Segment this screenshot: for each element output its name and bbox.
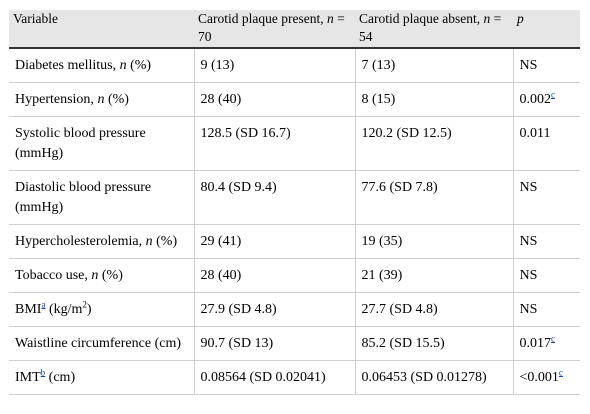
header-variable: Variable [9, 10, 194, 49]
row-label: Systolic blood pressure (mmHg) [9, 116, 195, 171]
table-row: Tobacco use, n (%) 28 (40) 21 (39) NS [9, 258, 580, 293]
footnote-a-link[interactable]: a [41, 299, 46, 310]
header-plaque-present: Carotid plaque present, n = 70 [194, 10, 355, 49]
cell-present: 90.7 (SD 13) [194, 326, 356, 361]
cell-p: 0.011 [513, 116, 580, 171]
table-row: Systolic blood pressure (mmHg) 128.5 (SD… [9, 116, 580, 171]
row-label: IMTb (cm) [9, 360, 195, 395]
cell-present: 27.9 (SD 4.8) [194, 292, 356, 327]
cell-p: 0.002c [513, 82, 580, 117]
cell-absent: 0.06453 (SD 0.01278) [355, 360, 514, 395]
table-row: IMTb (cm) 0.08564 (SD 0.02041) 0.06453 (… [9, 360, 580, 395]
cell-present: 128.5 (SD 16.7) [194, 116, 356, 171]
row-label: Hypertension, n (%) [9, 82, 195, 117]
table-row: Waistline circumference (cm) 90.7 (SD 13… [9, 326, 580, 361]
row-label: Hypercholesterolemia, n (%) [9, 224, 195, 259]
table-row: Diastolic blood pressure (mmHg) 80.4 (SD… [9, 170, 580, 225]
footnote-c-link[interactable]: c [558, 367, 563, 378]
cell-present: 80.4 (SD 9.4) [194, 170, 356, 225]
cell-present: 0.08564 (SD 0.02041) [194, 360, 356, 395]
footnote-c-link[interactable]: c [551, 89, 555, 100]
row-label: BMIa (kg/m2) [9, 292, 195, 327]
cell-absent: 21 (39) [355, 258, 514, 293]
cell-p: NS [513, 224, 580, 259]
row-label: Diastolic blood pressure (mmHg) [9, 170, 195, 225]
cell-absent: 120.2 (SD 12.5) [355, 116, 514, 171]
cell-absent: 19 (35) [355, 224, 514, 259]
row-label: Waistline circumference (cm) [9, 326, 195, 361]
footnote-b-link[interactable]: b [40, 367, 46, 378]
carotid-plaque-table: Variable Carotid plaque present, n = 70 … [9, 10, 580, 395]
table-row: BMIa (kg/m2) 27.9 (SD 4.8) 27.7 (SD 4.8)… [9, 292, 580, 327]
cell-present: 9 (13) [194, 48, 356, 83]
data-table-container: Variable Carotid plaque present, n = 70 … [9, 10, 580, 395]
footnote-c-link[interactable]: c [551, 333, 555, 344]
table-row: Hypercholesterolemia, n (%) 29 (41) 19 (… [9, 224, 580, 259]
table-row: Hypertension, n (%) 28 (40) 8 (15) 0.002… [9, 82, 580, 117]
cell-p: NS [513, 48, 580, 83]
cell-p: <0.001c [513, 360, 580, 395]
cell-p: 0.017c [513, 326, 580, 361]
cell-p: NS [513, 170, 580, 225]
cell-present: 28 (40) [194, 258, 356, 293]
row-label: Tobacco use, n (%) [9, 258, 195, 293]
header-plaque-absent: Carotid plaque absent, n = 54 [355, 10, 513, 49]
cell-present: 29 (41) [194, 224, 356, 259]
cell-absent: 85.2 (SD 15.5) [355, 326, 514, 361]
cell-absent: 7 (13) [355, 48, 514, 83]
cell-p: NS [513, 292, 580, 327]
cell-present: 28 (40) [194, 82, 356, 117]
header-row: Variable Carotid plaque present, n = 70 … [9, 10, 580, 49]
cell-absent: 27.7 (SD 4.8) [355, 292, 514, 327]
header-p-value: p [513, 10, 580, 49]
cell-p: NS [513, 258, 580, 293]
table-row: Diabetes mellitus, n (%) 9 (13) 7 (13) N… [9, 48, 580, 83]
cell-absent: 8 (15) [355, 82, 514, 117]
cell-absent: 77.6 (SD 7.8) [355, 170, 514, 225]
row-label: Diabetes mellitus, n (%) [9, 48, 195, 83]
